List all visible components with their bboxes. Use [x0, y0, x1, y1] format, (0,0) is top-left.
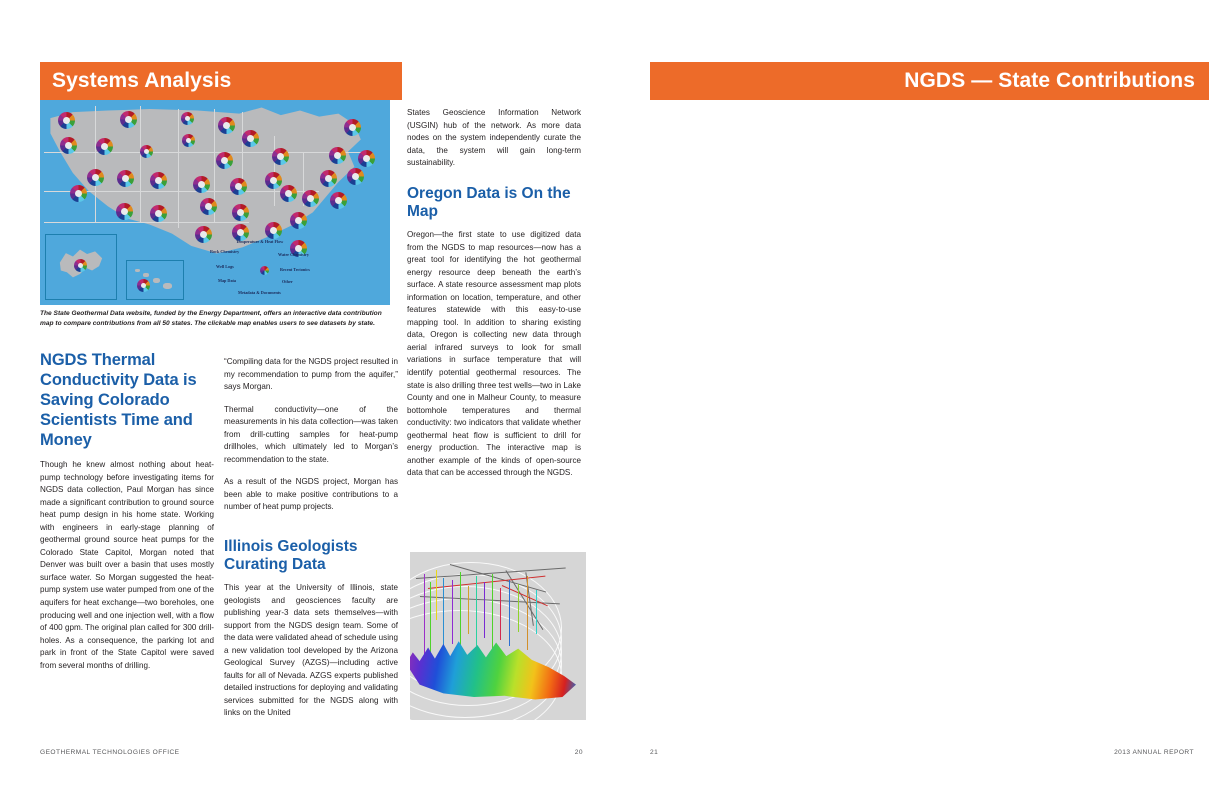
heading-illinois-geologists: Illinois Geologists Curating Data [224, 538, 358, 573]
paragraph: Oregon—the first state to use digitized … [407, 230, 581, 478]
state-data-wheel[interactable] [290, 212, 307, 229]
state-data-wheel[interactable] [265, 172, 282, 189]
left-page-number: 20 [574, 749, 583, 756]
paragraph: States Geoscience Information Network (U… [407, 108, 581, 168]
legend-label-other: Other [282, 279, 293, 284]
state-borders [44, 106, 364, 258]
legend-label-recent-tectonics: Recent Tectonics [280, 267, 310, 272]
left-footer-label: GEOTHERMAL TECHNOLOGIES OFFICE [40, 749, 180, 756]
geology-3d-visualization [410, 552, 586, 720]
right-page-title: NGDS — State Contributions [904, 69, 1195, 92]
state-data-wheel[interactable] [265, 222, 282, 239]
state-data-wheel[interactable] [329, 147, 346, 164]
state-data-wheel[interactable] [195, 226, 212, 243]
left-col3-body-b: Oregon—the first state to use digitized … [407, 229, 581, 480]
left-page-banner: Systems Analysis [40, 62, 402, 100]
state-data-wheel[interactable] [290, 240, 307, 257]
state-data-wheel[interactable] [87, 169, 104, 186]
state-data-wheel[interactable] [218, 117, 235, 134]
state-data-wheel[interactable] [320, 170, 337, 187]
legend-label-metadata: Metadata & Documents [238, 290, 281, 295]
paragraph: As a result of the NGDS project, Morgan … [224, 477, 398, 512]
left-col2-body-b: This year at the University of Illinois,… [224, 582, 398, 720]
left-page: Systems Analysis [40, 62, 586, 756]
heading-ngds-thermal-conductivity: NGDS Thermal Conductivity Data is Saving… [40, 351, 197, 449]
state-data-wheel[interactable] [60, 137, 77, 154]
legend-label-well-logs: Well Logs [216, 264, 234, 269]
paragraph: Though he knew almost nothing about heat… [40, 460, 214, 670]
state-data-wheel[interactable] [272, 148, 289, 165]
paragraph: Thermal conductivity—one of the measurem… [224, 404, 398, 464]
right-footer-label: 2013 ANNUAL REPORT [1114, 749, 1194, 756]
map-legend: Temperature & Heat Flow Rock Chemistry W… [210, 239, 318, 302]
right-page-banner: NGDS — State Contributions [650, 62, 1209, 100]
right-page: NGDS — State Contributions 1 2 3 4 5 6 M… [612, 0, 1224, 792]
state-data-wheel[interactable] [182, 134, 195, 147]
left-col3-body-a: States Geoscience Information Network (U… [407, 107, 581, 170]
left-col1-body: Though he knew almost nothing about heat… [40, 459, 214, 672]
state-data-wheel[interactable] [232, 204, 249, 221]
state-data-wheel[interactable] [230, 178, 247, 195]
state-data-wheel[interactable] [302, 190, 319, 207]
us-contribution-map: Temperature & Heat Flow Rock Chemistry W… [40, 100, 390, 305]
state-data-wheel[interactable] [58, 112, 75, 129]
paragraph: “Compiling data for the NGDS project res… [224, 357, 398, 392]
us-map-caption: The State Geothermal Data website, funde… [40, 310, 382, 327]
paragraph: This year at the University of Illinois,… [224, 583, 398, 718]
state-data-wheel[interactable] [116, 203, 133, 220]
state-data-wheel[interactable] [344, 119, 361, 136]
legend-label-water-chem: Water Chemistry [278, 252, 309, 257]
state-data-wheel[interactable] [330, 192, 347, 209]
state-data-wheel[interactable] [96, 138, 113, 155]
alaska-inset [45, 234, 117, 300]
state-data-wheel[interactable] [358, 150, 375, 167]
legend-label-temperature: Temperature & Heat Flow [236, 239, 284, 244]
right-page-number: 21 [650, 749, 659, 756]
state-data-wheel[interactable] [181, 112, 194, 125]
heading-oregon-data: Oregon Data is On the Map [407, 185, 571, 220]
state-data-wheel[interactable] [347, 168, 364, 185]
state-data-wheel[interactable] [242, 130, 259, 147]
state-data-wheel[interactable] [280, 185, 297, 202]
state-data-wheel[interactable] [120, 111, 137, 128]
state-data-wheel[interactable] [193, 176, 210, 193]
state-data-wheel[interactable] [70, 185, 87, 202]
legend-label-rock-chem: Rock Chemistry [210, 249, 240, 254]
legend-hub-icon [260, 266, 269, 275]
legend-label-map-data: Map Data [218, 278, 237, 283]
state-data-wheel[interactable] [216, 152, 233, 169]
state-data-wheel[interactable] [140, 145, 153, 158]
state-data-wheel[interactable] [232, 224, 249, 241]
hawaii-inset [126, 260, 184, 300]
state-data-wheel[interactable] [150, 172, 167, 189]
left-page-title: Systems Analysis [52, 69, 232, 92]
left-col2-body: “Compiling data for the NGDS project res… [224, 356, 398, 514]
state-data-wheel[interactable] [150, 205, 167, 222]
state-data-wheel[interactable] [200, 198, 217, 215]
state-data-wheel[interactable] [117, 170, 134, 187]
